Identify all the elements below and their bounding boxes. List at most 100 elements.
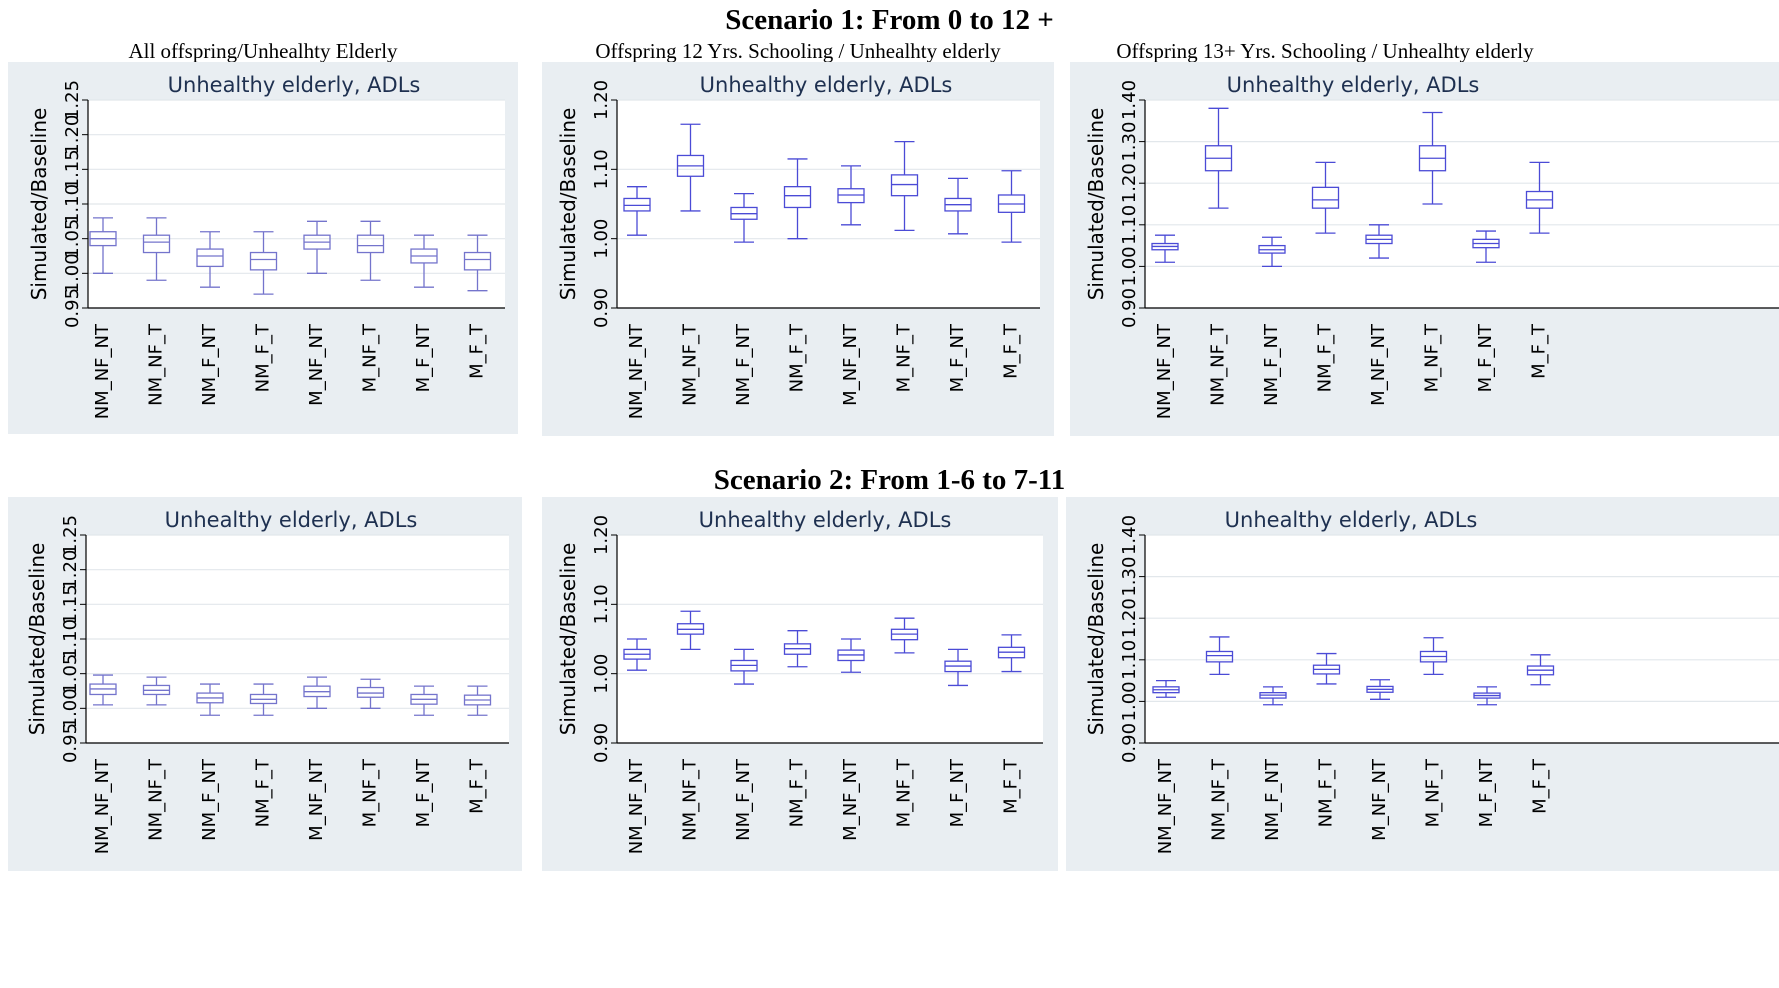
box-M_NF_T (356, 678, 385, 709)
box-M_NF_NT (1366, 679, 1394, 700)
x-category-label: M_NF_T (1422, 323, 1443, 392)
box-iqr (623, 197, 651, 212)
x-category-label: NM_NF_T (146, 323, 167, 406)
x-category-label: M_F_T (1530, 758, 1551, 814)
x-category-label: NM_F_T (253, 323, 274, 392)
box-NM_F_T (249, 683, 278, 716)
x-category-label: NM_F_T (787, 758, 808, 827)
x-category-label: M_NF_T (360, 758, 381, 827)
box-plot-svg: Unhealthy elderly, ADLs0.951.001.051.101… (27, 73, 505, 419)
x-category-label: NM_F_NT (733, 758, 754, 841)
panel-title: Unhealthy elderly, ADLs (700, 73, 953, 97)
y-tick-label: 1.30 (1119, 122, 1140, 162)
y-tick-label: 0.90 (591, 723, 612, 763)
x-category-label: M_NF_T (894, 758, 915, 827)
box-iqr (463, 251, 492, 271)
x-category-label: NM_F_NT (199, 758, 220, 841)
y-axis-label: Simulated/Baseline (1084, 108, 1108, 301)
box-NM_F_T (783, 630, 812, 668)
x-category-label: NM_F_NT (733, 323, 754, 406)
chart-panel-s1-all: Unhealthy elderly, ADLs 0.95 1.00 1.05 1.10 1… (8, 62, 518, 434)
box-plot-svg: Unhealthy elderly, ADLs0.901.001.101.201… (1084, 73, 1779, 419)
y-tick-label: 1.00 (591, 219, 612, 259)
box-NM_NF_NT (623, 186, 651, 236)
chart-panel-s2-13plus: Unhealthy elderly, ADLs 0.90 1.00 1.10 1.20 1… (1066, 497, 1779, 871)
box-M_F_T (997, 170, 1026, 243)
box-NM_NF_T (1204, 107, 1233, 209)
box-NM_F_T (249, 231, 278, 295)
x-category-label: NM_NF_NT (626, 323, 647, 419)
box-M_F_NT (1472, 230, 1500, 263)
x-category-label: M_F_NT (413, 758, 434, 827)
y-tick-label: 1.00 (591, 654, 612, 694)
x-category-label: NM_NF_T (680, 758, 701, 841)
box-NM_NF_T (676, 123, 705, 212)
box-M_NF_NT (837, 638, 865, 673)
plot-area (617, 535, 1043, 743)
x-category-label: NM_F_NT (199, 323, 220, 406)
box-M_NF_NT (837, 165, 865, 226)
x-category-label: M_NF_T (1423, 758, 1444, 827)
y-tick-label: 1.20 (591, 80, 612, 120)
scenario-1-title: Scenario 1: From 0 to 12 + (725, 4, 1054, 36)
x-category-label: NM_NF_NT (92, 758, 113, 854)
y-tick-label: 1.15 (60, 584, 81, 624)
box-plot-svg: Unhealthy elderly, ADLs0.901.001.101.201… (1084, 508, 1779, 854)
x-category-label: NM_NF_T (1208, 323, 1229, 406)
x-category-label: M_NF_NT (1369, 758, 1390, 841)
box-M_F_T (1525, 161, 1554, 234)
box-NM_F_T (1312, 652, 1341, 685)
x-category-label: M_NF_NT (306, 758, 327, 841)
x-category-label: M_F_T (467, 758, 488, 814)
box-NM_NF_NT (623, 638, 651, 671)
y-tick-label: 1.20 (1119, 163, 1140, 203)
box-iqr (196, 248, 224, 268)
x-category-label: NM_NF_NT (626, 758, 647, 854)
y-tick-label: 0.95 (62, 288, 83, 328)
box-NM_F_NT (196, 683, 224, 716)
y-tick-label: 1.10 (1119, 640, 1140, 680)
box-M_F_T (1526, 654, 1555, 686)
box-iqr (1205, 650, 1234, 663)
box-iqr (142, 234, 171, 254)
y-tick-label: 1.15 (62, 149, 83, 189)
y-axis-label: Simulated/Baseline (556, 543, 580, 736)
plot-area (1145, 100, 1779, 308)
box-NM_NF_NT (89, 217, 117, 274)
plot-area (617, 100, 1040, 308)
y-tick-label: 1.25 (62, 80, 83, 120)
panel-title: Unhealthy elderly, ADLs (699, 508, 952, 532)
panel-title: Unhealthy elderly, ADLs (165, 508, 418, 532)
column-title-all-offspring: All offspring/Unhealhty Elderly (128, 39, 398, 63)
box-M_NF_NT (303, 220, 331, 274)
box-NM_NF_NT (1152, 679, 1180, 698)
x-category-label: M_F_NT (947, 323, 968, 392)
x-category-label: M_F_NT (1475, 323, 1496, 392)
panel-title: Unhealthy elderly, ADLs (1227, 73, 1480, 97)
box-M_NF_T (1419, 637, 1448, 676)
box-NM_F_T (783, 158, 812, 240)
chart-panel-s1-12yrs: Unhealthy elderly, ADLs 0.90 1.00 1.10 1.20 S… (542, 62, 1054, 436)
box-NM_NF_NT (89, 674, 117, 706)
box-NM_F_NT (196, 231, 224, 288)
plot-area (1145, 535, 1779, 743)
y-tick-label: 1.20 (1119, 598, 1140, 638)
x-category-label: NM_F_T (1315, 323, 1336, 392)
chart-panel-s1-13plus: Unhealthy elderly, ADLs 0.90 1.00 1.10 1.20 1… (1070, 62, 1779, 436)
y-tick-label: 1.00 (62, 253, 83, 293)
box-NM_NF_T (676, 610, 705, 651)
x-category-label: M_F_T (1001, 758, 1022, 814)
x-category-label: M_F_NT (947, 758, 968, 827)
box-plot-svg: Unhealthy elderly, ADLs 0.90 1.00 1.10 1.20 S… (556, 508, 1043, 854)
y-tick-label: 1.25 (60, 515, 81, 555)
y-tick-label: 1.40 (1119, 515, 1140, 555)
chart-panel-s2-12yrs: Unhealthy elderly, ADLs 0.90 1.00 1.10 1.20 S… (542, 497, 1058, 871)
box-NM_F_T (1311, 161, 1340, 234)
box-NM_F_NT (1258, 236, 1286, 268)
x-category-label: NM_NF_T (1209, 758, 1230, 841)
y-tick-label: 0.95 (60, 723, 81, 763)
y-tick-label: 1.05 (60, 654, 81, 694)
x-category-label: M_NF_T (360, 323, 381, 392)
box-iqr (356, 686, 385, 698)
box-M_NF_T (890, 140, 919, 231)
